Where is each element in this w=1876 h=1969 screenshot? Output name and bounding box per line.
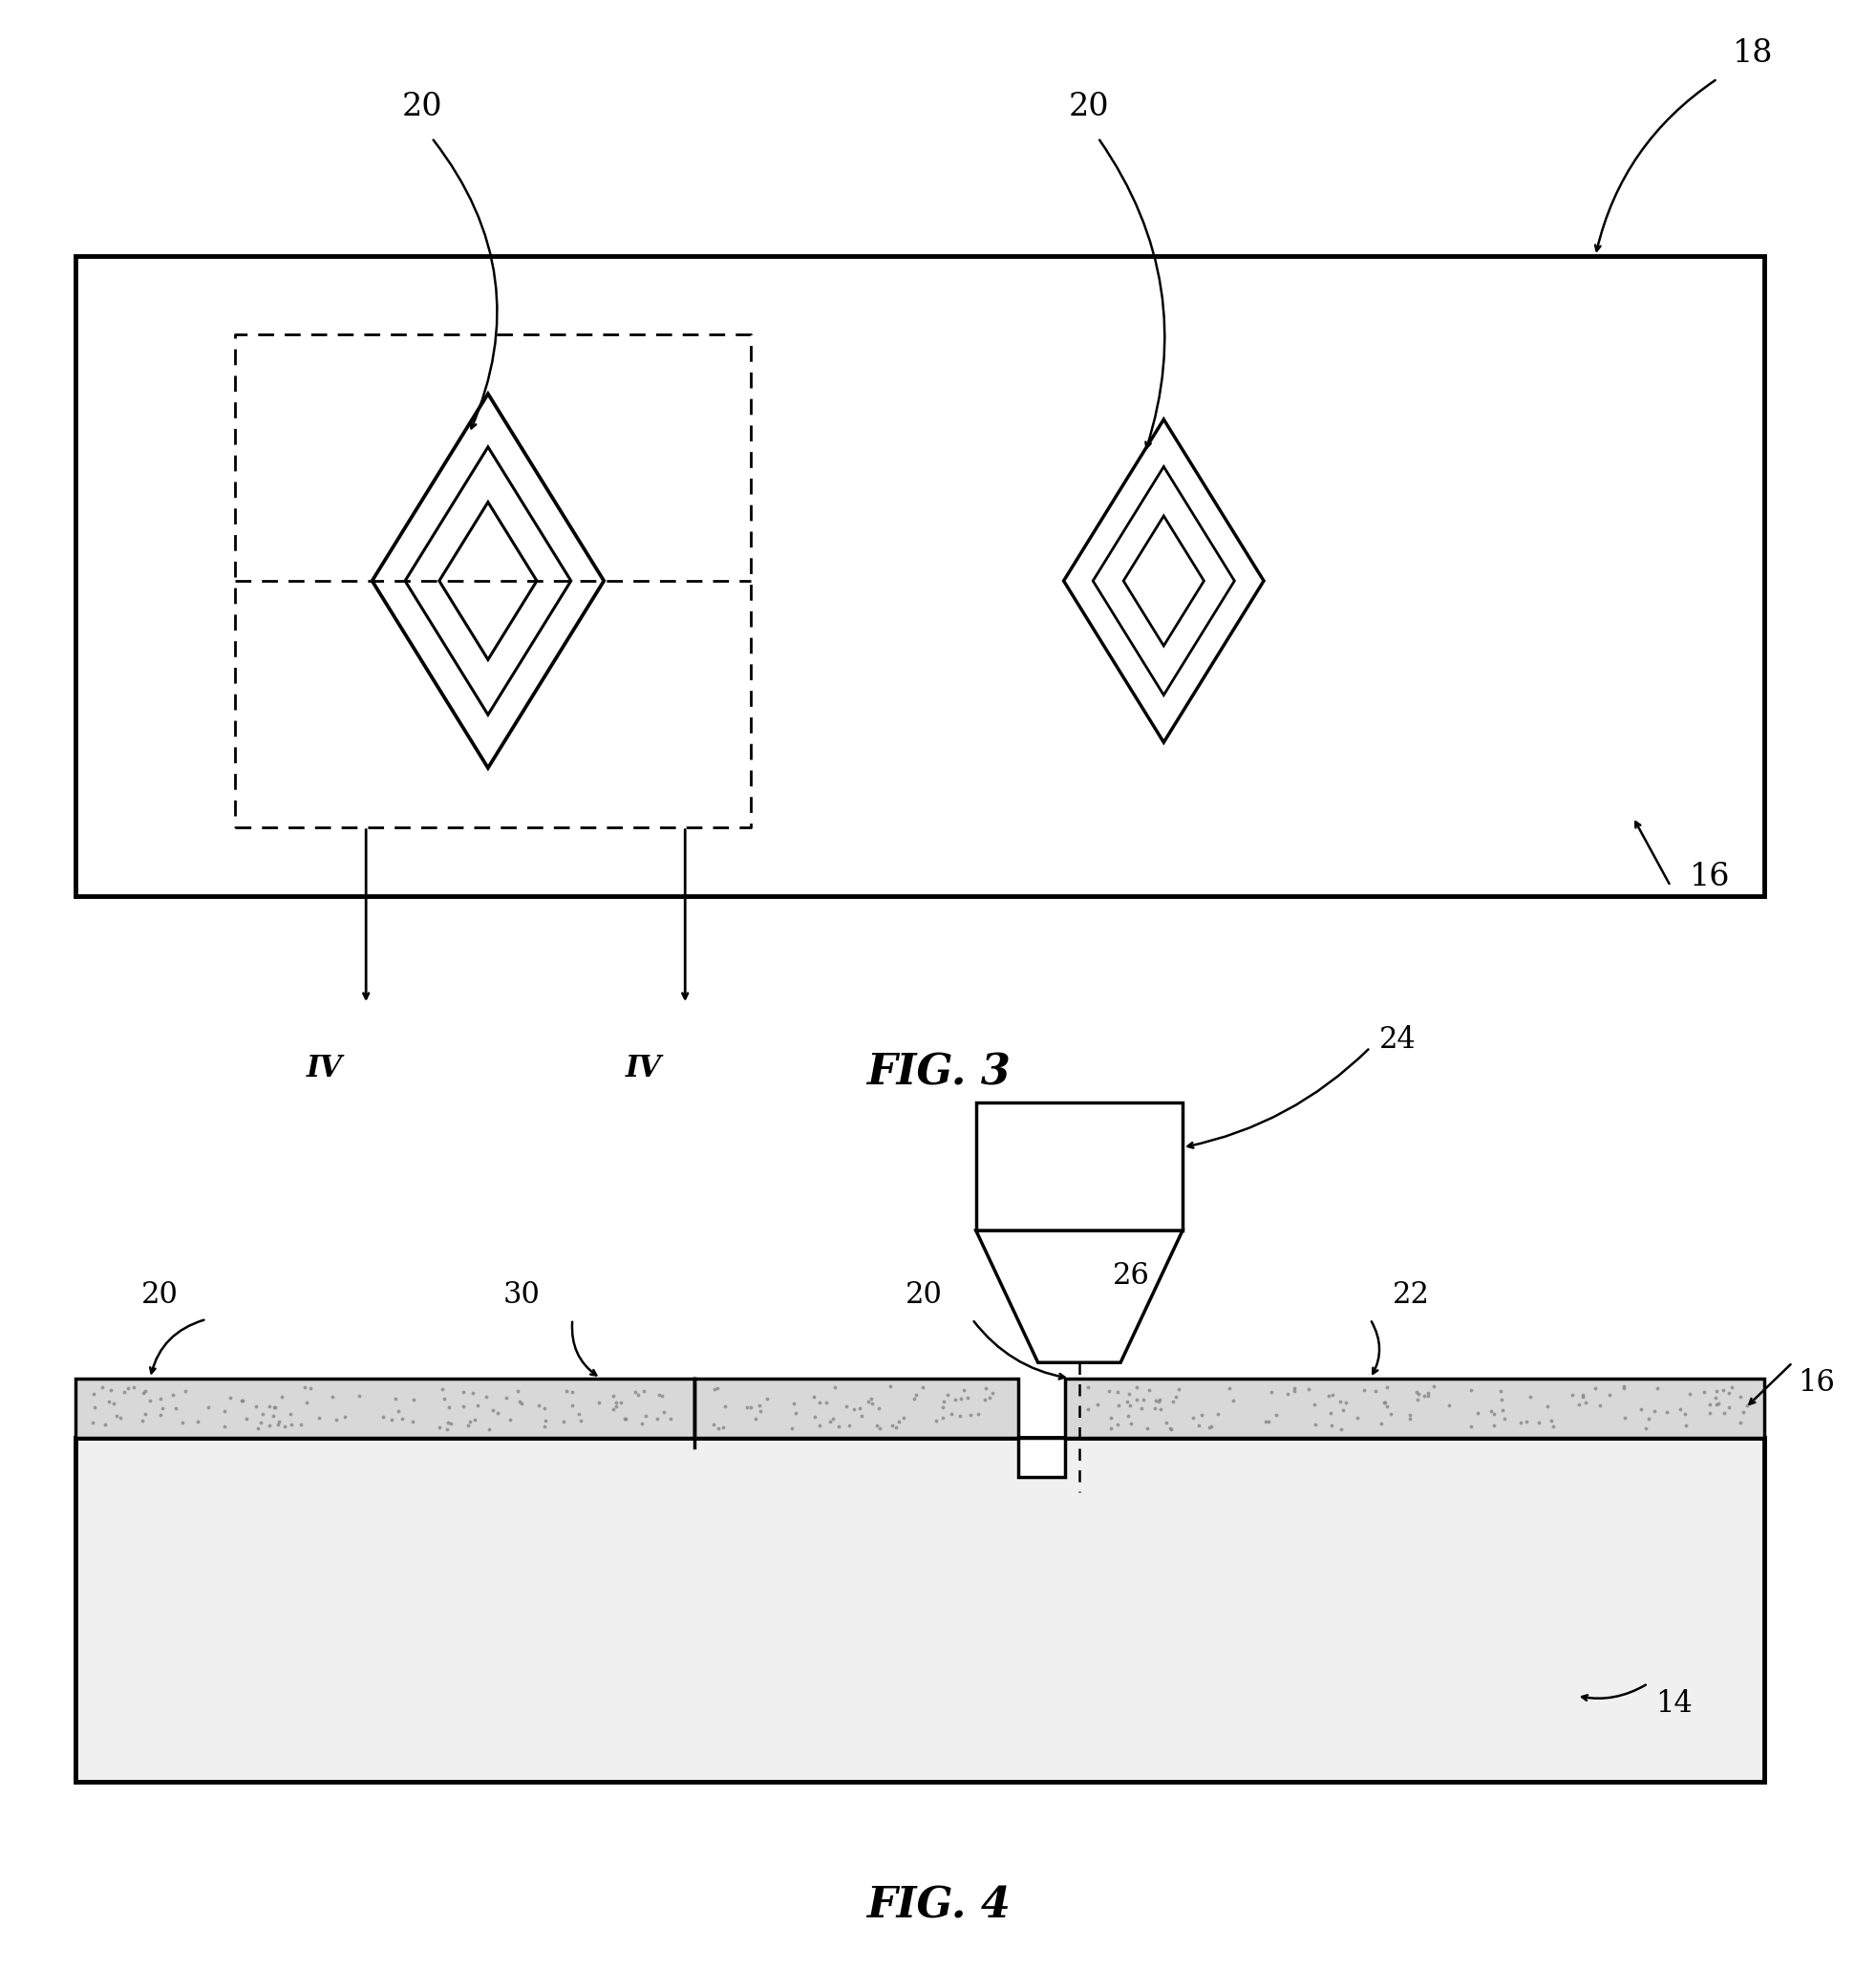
Polygon shape <box>405 447 570 715</box>
Text: 20: 20 <box>141 1280 178 1309</box>
Polygon shape <box>439 502 537 660</box>
Text: 24: 24 <box>1379 1024 1416 1055</box>
Polygon shape <box>976 1231 1182 1363</box>
Polygon shape <box>371 394 604 768</box>
FancyBboxPatch shape <box>1019 1437 1066 1477</box>
Text: 16: 16 <box>1797 1368 1835 1398</box>
Polygon shape <box>1124 516 1203 646</box>
FancyBboxPatch shape <box>1066 1378 1763 1437</box>
FancyBboxPatch shape <box>976 1103 1182 1231</box>
Text: 26: 26 <box>1112 1260 1150 1292</box>
Text: 20: 20 <box>1067 91 1109 122</box>
Text: 20: 20 <box>401 91 443 122</box>
Polygon shape <box>1092 467 1234 695</box>
FancyBboxPatch shape <box>694 1378 1019 1437</box>
FancyBboxPatch shape <box>75 1378 694 1437</box>
FancyBboxPatch shape <box>75 1437 1763 1782</box>
Text: 16: 16 <box>1688 860 1730 892</box>
Text: 22: 22 <box>1392 1280 1430 1309</box>
Text: 30: 30 <box>503 1280 540 1309</box>
Text: 20: 20 <box>904 1280 942 1309</box>
Text: 14: 14 <box>1655 1689 1692 1719</box>
FancyBboxPatch shape <box>75 256 1763 896</box>
Text: IV: IV <box>306 1053 343 1083</box>
Text: IV: IV <box>625 1053 662 1083</box>
Text: FIG. 3: FIG. 3 <box>867 1053 1009 1093</box>
Text: 18: 18 <box>1732 37 1773 69</box>
Polygon shape <box>1064 419 1263 742</box>
Text: FIG. 4: FIG. 4 <box>867 1886 1009 1926</box>
